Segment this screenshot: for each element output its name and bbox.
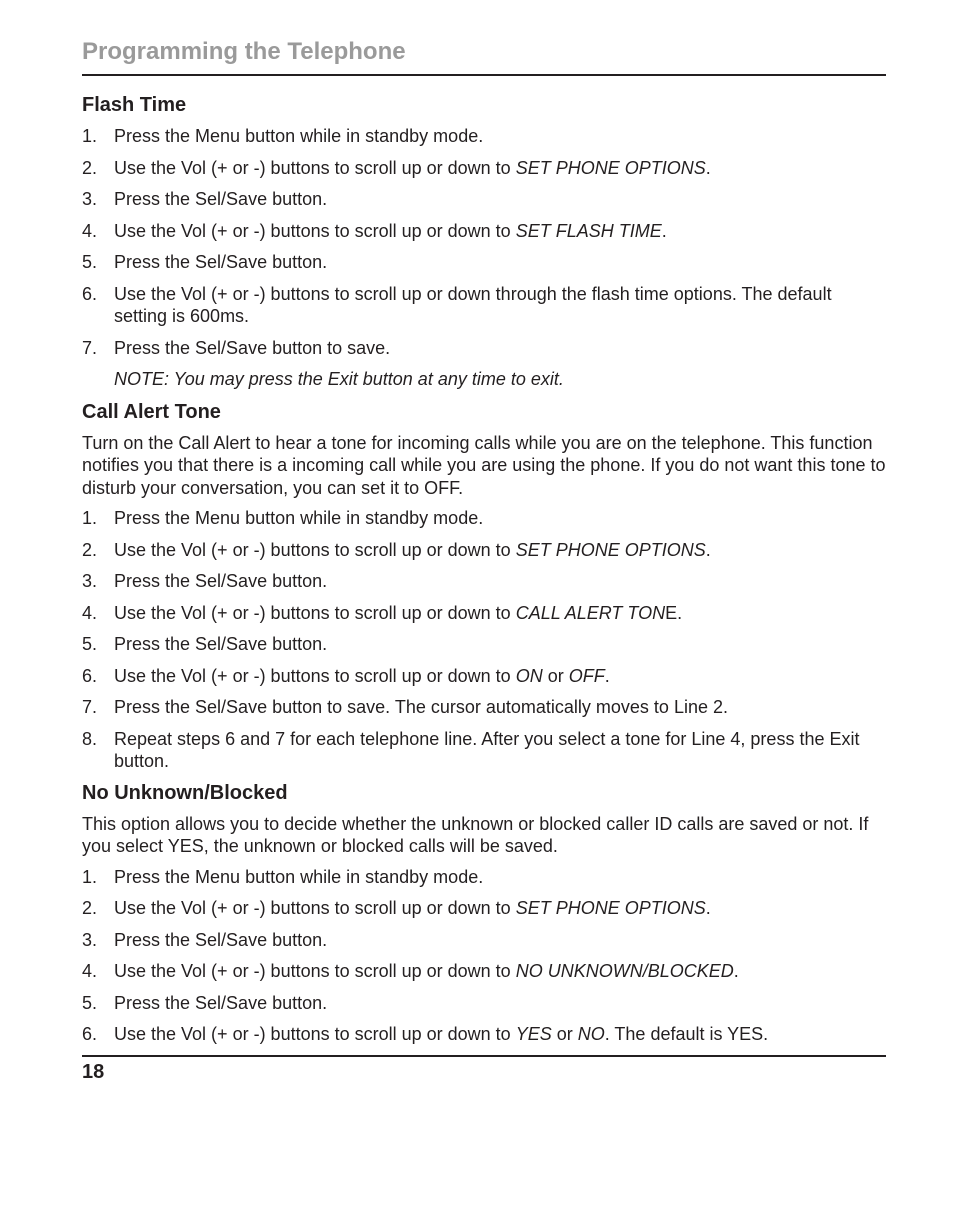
list-item: Use the Vol (+ or -) buttons to scroll u… — [82, 897, 886, 920]
list-item: Press the Sel/Save button. — [82, 992, 886, 1015]
flash-time-note: NOTE: You may press the Exit button at a… — [82, 368, 886, 391]
flash-time-steps: Press the Menu button while in standby m… — [82, 125, 886, 359]
list-item: Use the Vol (+ or -) buttons to scroll u… — [82, 220, 886, 243]
section-title: Programming the Telephone — [82, 38, 886, 66]
list-item: Press the Sel/Save button. — [82, 251, 886, 274]
no-unknown-intro: This option allows you to decide whether… — [82, 813, 886, 858]
top-rule — [82, 74, 886, 76]
call-alert-intro: Turn on the Call Alert to hear a tone fo… — [82, 432, 886, 500]
no-unknown-heading: No Unknown/Blocked — [82, 782, 886, 805]
list-item: Repeat steps 6 and 7 for each telephone … — [82, 728, 886, 773]
list-item: Use the Vol (+ or -) buttons to scroll u… — [82, 539, 886, 562]
list-item: Press the Sel/Save button. — [82, 188, 886, 211]
page-number: 18 — [82, 1061, 886, 1084]
list-item: Press the Sel/Save button to save. The c… — [82, 696, 886, 719]
bottom-rule — [82, 1055, 886, 1057]
no-unknown-steps: Press the Menu button while in standby m… — [82, 866, 886, 1046]
flash-time-heading: Flash Time — [82, 94, 886, 117]
list-item: Press the Sel/Save button to save. — [82, 337, 886, 360]
list-item: Press the Sel/Save button. — [82, 570, 886, 593]
list-item: Use the Vol (+ or -) buttons to scroll u… — [82, 602, 886, 625]
list-item: Use the Vol (+ or -) buttons to scroll u… — [82, 283, 886, 328]
list-item: Use the Vol (+ or -) buttons to scroll u… — [82, 157, 886, 180]
list-item: Use the Vol (+ or -) buttons to scroll u… — [82, 960, 886, 983]
list-item: Use the Vol (+ or -) buttons to scroll u… — [82, 665, 886, 688]
call-alert-steps: Press the Menu button while in standby m… — [82, 507, 886, 773]
list-item: Press the Sel/Save button. — [82, 633, 886, 656]
list-item: Use the Vol (+ or -) buttons to scroll u… — [82, 1023, 886, 1046]
list-item: Press the Menu button while in standby m… — [82, 125, 886, 148]
list-item: Press the Menu button while in standby m… — [82, 866, 886, 889]
list-item: Press the Menu button while in standby m… — [82, 507, 886, 530]
call-alert-heading: Call Alert Tone — [82, 401, 886, 424]
list-item: Press the Sel/Save button. — [82, 929, 886, 952]
